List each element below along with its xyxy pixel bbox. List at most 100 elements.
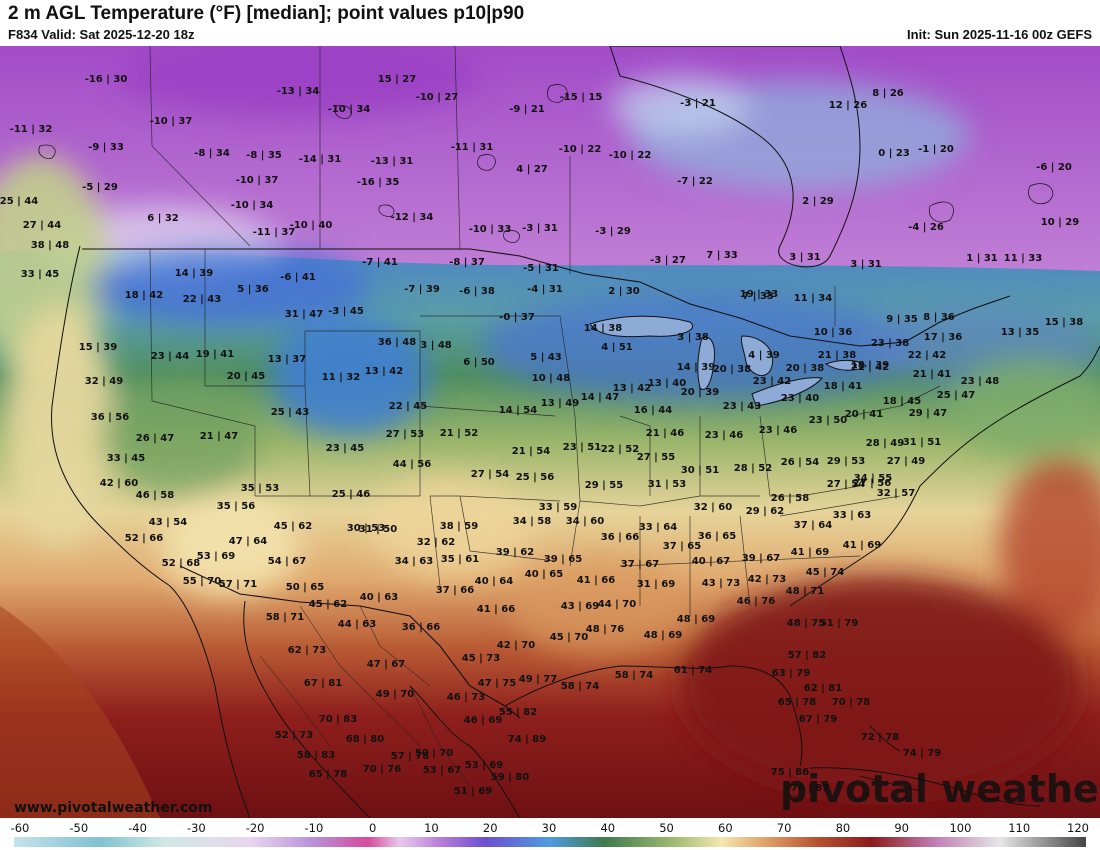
pivotal-weather-logo: pivotal weather (780, 767, 1100, 811)
caribbean-islands (809, 725, 1041, 807)
point-value: 57 | 82 (788, 650, 826, 661)
point-value: 79 | 87 (791, 783, 829, 794)
point-value: 36 | 65 (698, 531, 736, 542)
point-value: 27 | 44 (23, 220, 61, 231)
point-value: 49 | 77 (519, 674, 557, 685)
colorbar-tick-label: -40 (128, 821, 147, 835)
point-value: 44 | 70 (598, 599, 636, 610)
point-value: 30 | 53 (347, 523, 385, 534)
point-value: 47 | 64 (229, 536, 267, 547)
point-value: -8 | 34 (194, 148, 230, 159)
point-value: 14 | 39 (677, 362, 715, 373)
point-value: 45 | 62 (309, 599, 347, 610)
point-value: 52 | 66 (125, 533, 163, 544)
point-value: 25 | 56 (516, 472, 554, 483)
colorbar-tick-label: 10 (424, 821, 439, 835)
point-value: -7 | 22 (677, 176, 713, 187)
point-value: 23 | 46 (759, 425, 797, 436)
point-value: 35 | 61 (441, 554, 479, 565)
point-value: 2 | 29 (802, 196, 834, 207)
point-value: -16 | 30 (85, 74, 128, 85)
state-borders (149, 46, 941, 616)
point-value: -9 | 21 (509, 104, 545, 115)
point-value: 23 | 42 (753, 376, 791, 387)
point-value: 13 | 37 (268, 354, 306, 365)
point-value: -14 | 31 (299, 154, 342, 165)
point-value: -15 | 15 (560, 92, 603, 103)
point-value: 58 | 71 (266, 612, 304, 623)
point-value: 48 | 71 (786, 586, 824, 597)
point-value: 3 | 31 (850, 259, 882, 270)
point-value: 46 | 69 (464, 715, 502, 726)
point-value: 45 | 74 (806, 567, 844, 578)
point-value: 44 | 56 (393, 459, 431, 470)
point-value: 35 | 53 (241, 483, 279, 494)
point-value: 3 | 31 (789, 252, 821, 263)
point-value: 53 | 69 (465, 760, 503, 771)
point-value: 50 | 65 (286, 582, 324, 593)
point-value: 23 | 46 (705, 430, 743, 441)
point-value: 40 | 64 (475, 576, 513, 587)
point-value: 32 | 62 (417, 537, 455, 548)
point-value: 20 | 39 (681, 387, 719, 398)
point-value: -3 | 29 (595, 226, 631, 237)
website-credit[interactable]: www.pivotalweather.com (14, 800, 213, 816)
point-value: 8 | 26 (872, 88, 904, 99)
point-value: 18 | 45 (883, 396, 921, 407)
colorbar: -60 -50 -40 -30 -20 -10 0 10 20 30 40 50 60 70 80 90 100… (0, 818, 1100, 850)
point-value: 72 | 78 (861, 732, 899, 743)
point-value: 21 | 42 (851, 362, 889, 373)
point-value: -6 | 20 (1036, 162, 1072, 173)
point-value: -3 | 21 (680, 98, 716, 109)
point-value: 25 | 43 (271, 407, 309, 418)
point-value: 20 | 45 (227, 371, 265, 382)
point-value: 35 | 56 (217, 501, 255, 512)
point-value: 50 | 70 (415, 748, 453, 759)
point-value: -11 | 31 (451, 142, 494, 153)
point-value: 39 | 65 (544, 554, 582, 565)
point-value: -3 | 31 (522, 223, 558, 234)
temperature-map[interactable]: -16 | 30 -13 | 34 15 | 27 -10 | 27 -15 | 15 -… (0, 46, 1100, 818)
point-value: -5 | 31 (523, 263, 559, 274)
point-value: 7 | 33 (706, 250, 738, 261)
colorbar-tick-label: 80 (836, 821, 851, 835)
point-value: 68 | 80 (346, 734, 384, 745)
point-value: 43 | 69 (561, 601, 599, 612)
point-value: -11 | 32 (10, 124, 53, 135)
point-value-labels: -16 | 30 -13 | 34 15 | 27-10 | 27 -15 | 15 -… (0, 74, 1083, 797)
point-value: 61 | 74 (674, 665, 712, 676)
point-value: -10 | 37 (236, 175, 279, 186)
point-value: 57 | 71 (219, 579, 257, 590)
point-value: 11 | 34 (794, 293, 832, 304)
point-value: 37 | 67 (621, 559, 659, 570)
point-value: 32 | 49 (85, 376, 123, 387)
point-value: 28 | 52 (734, 463, 772, 474)
point-value: 12 | 26 (829, 100, 867, 111)
point-value: 34 | 55 (854, 473, 892, 484)
point-value: 21 | 54 (512, 446, 550, 457)
point-value: -3 | 45 (328, 306, 364, 317)
point-value: 23 | 50 (809, 415, 847, 426)
point-value: 10 | 48 (532, 373, 570, 384)
init-time: Init: Sun 2025-11-16 00z GEFS (907, 27, 1092, 42)
point-value: -12 | 34 (391, 212, 434, 223)
point-value: 75 | 86 (771, 767, 809, 778)
point-value: 9 | 35 (886, 314, 918, 325)
point-value: 70 | 76 (363, 764, 401, 775)
point-value: 13 | 49 (541, 398, 579, 409)
point-value: 2 | 30 (608, 286, 640, 297)
point-value: 45 | 73 (462, 653, 500, 664)
point-value: 25 | 47 (937, 390, 975, 401)
point-value: 48 | 69 (677, 614, 715, 625)
canada-lakes (38, 84, 1054, 243)
point-value: 20 | 38 (786, 363, 824, 374)
point-value: 25 | 46 (332, 489, 370, 500)
point-value: 15 | 38 (1045, 317, 1083, 328)
point-value: -0 | 37 (499, 312, 535, 323)
point-value: 43 | 54 (149, 517, 187, 528)
point-value: -5 | 29 (82, 182, 118, 193)
point-value: 18 | 41 (824, 381, 862, 392)
point-value: 26 | 47 (136, 433, 174, 444)
point-value: 58 | 74 (615, 670, 653, 681)
point-value: 21 | 46 (646, 428, 684, 439)
